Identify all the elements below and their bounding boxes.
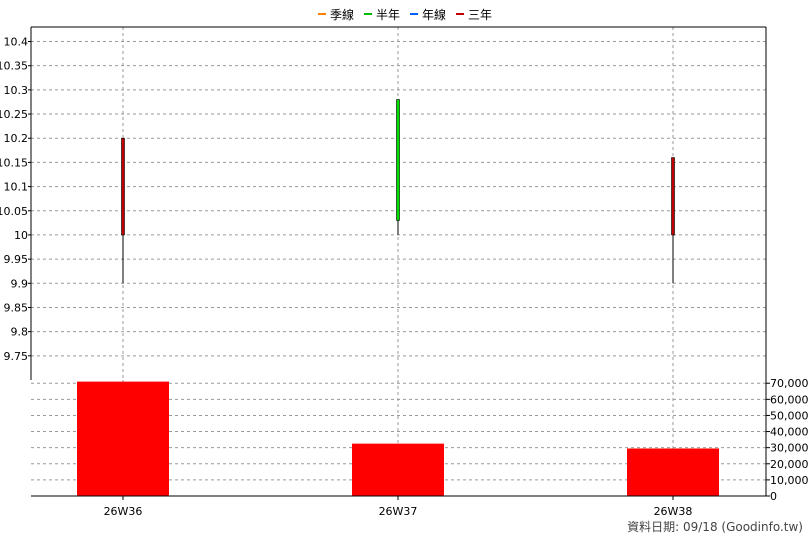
price-tick-label: 10.05 [0, 205, 28, 218]
legend: 季線 半年 年線 三年 [318, 7, 492, 22]
candle-body [396, 99, 400, 221]
candle-26W37 [396, 99, 400, 235]
price-tick-label: 10.3 [4, 84, 29, 97]
price-tick-label: 10.2 [4, 132, 29, 145]
price-candles [121, 99, 675, 284]
volume-tick-label: 50,000 [770, 409, 808, 422]
data-date-footer: 資料日期: 09/18 (Goodinfo.tw) [627, 520, 803, 534]
volume-bars [77, 381, 719, 496]
volume-tick-label: 30,000 [770, 442, 808, 455]
volume-tick-label: 10,000 [770, 474, 808, 487]
price-tick-label: 10.15 [0, 156, 28, 169]
legend-label: 半年 [376, 8, 400, 22]
legend-label: 三年 [468, 8, 492, 22]
price-axis-ticks: 9.75 9.8 9.85 9.9 9.95 10 10.05 10.1 10.15 10.2 10… [0, 36, 31, 363]
legend-label: 年線 [422, 7, 446, 22]
volume-tick-label: 70,000 [770, 377, 808, 390]
legend-item-1: 半年 [364, 8, 400, 22]
price-tick-label: 10 [14, 229, 28, 242]
volume-bar-26W37 [352, 443, 444, 496]
volume-tick-label: 20,000 [770, 458, 808, 471]
volume-bar-26W38 [627, 448, 719, 496]
price-tick-label: 10.1 [4, 181, 29, 194]
x-tick-label: 26W38 [654, 505, 693, 518]
legend-label: 季線 [330, 7, 354, 22]
legend-item-2: 年線 [410, 7, 446, 22]
x-tick-label: 26W37 [379, 505, 418, 518]
candle-26W36 [121, 137, 125, 284]
price-tick-label: 9.95 [4, 253, 29, 266]
price-tick-label: 9.9 [11, 277, 29, 290]
price-tick-label: 9.8 [11, 326, 29, 339]
legend-item-0: 季線 [318, 7, 354, 22]
x-tick-label: 26W36 [104, 505, 143, 518]
legend-item-3: 三年 [456, 8, 492, 22]
volume-tick-label: 0 [770, 490, 777, 503]
x-axis-ticks: 26W36 26W37 26W38 [104, 496, 693, 518]
price-tick-label: 9.75 [4, 350, 29, 363]
candle-body [671, 157, 675, 236]
price-tick-label: 10.35 [0, 60, 28, 73]
volume-tick-label: 40,000 [770, 426, 808, 439]
volume-tick-label: 60,000 [770, 393, 808, 406]
price-tick-label: 10.4 [4, 36, 29, 49]
volume-axis-ticks: 0 10,000 20,000 30,000 40,000 50,000 60,000 70,… [766, 377, 808, 503]
price-tick-label: 9.85 [4, 301, 29, 314]
candle-26W38 [671, 157, 675, 284]
price-tick-label: 10.25 [0, 108, 28, 121]
volume-bar-26W36 [77, 381, 169, 496]
candle-body [121, 137, 125, 236]
